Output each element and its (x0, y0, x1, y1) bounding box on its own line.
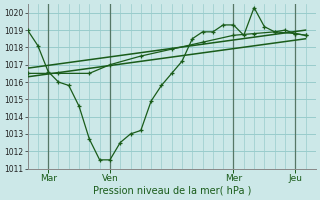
X-axis label: Pression niveau de la mer( hPa ): Pression niveau de la mer( hPa ) (92, 186, 251, 196)
